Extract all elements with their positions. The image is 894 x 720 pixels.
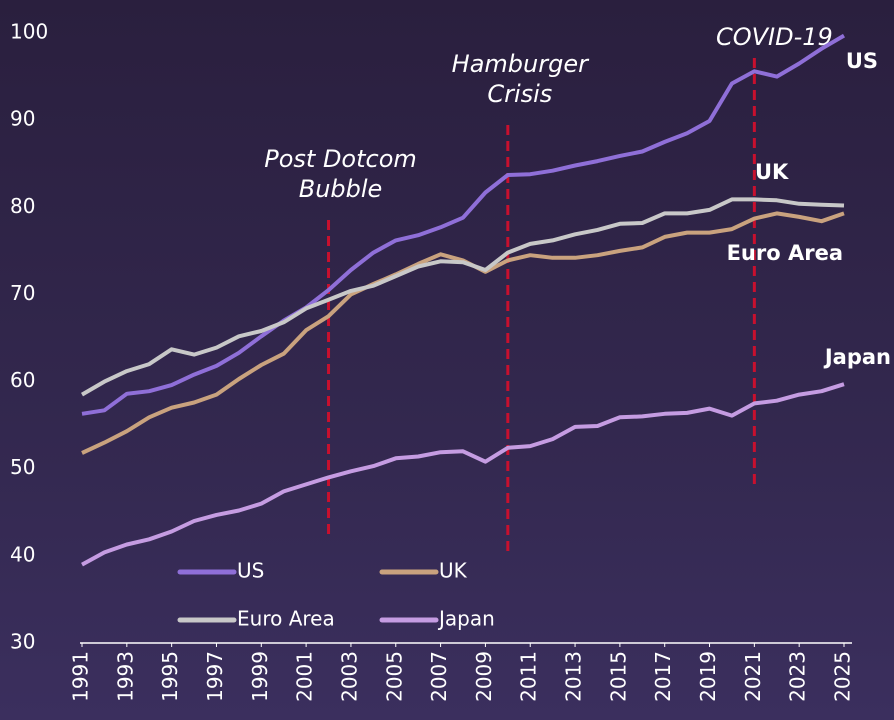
x-tick-label: 2007 — [427, 651, 451, 702]
event-label: Hamburger — [452, 50, 590, 78]
y-tick-label: 80 — [10, 194, 35, 218]
series-end-label: US — [846, 49, 878, 73]
series-end-label: UK — [755, 160, 789, 184]
y-tick-label: 90 — [10, 107, 35, 131]
series-line — [81, 33, 846, 416]
y-tick-label: 70 — [10, 281, 35, 305]
x-tick-label: 2021 — [741, 651, 765, 702]
series-end-label: Japan — [823, 345, 891, 369]
x-tick-label: 1995 — [158, 651, 182, 702]
x-tick-label: 2001 — [293, 651, 317, 702]
legend-label: Euro Area — [237, 607, 335, 631]
x-tick-label: 1997 — [203, 651, 227, 702]
y-tick-label: 30 — [10, 630, 35, 654]
x-tick-label: 1993 — [113, 651, 137, 702]
event-label: COVID-19 — [716, 23, 833, 51]
x-tick-label: 2023 — [786, 651, 810, 702]
x-tick-label: 2005 — [382, 651, 406, 702]
x-tick-label: 2017 — [651, 651, 675, 702]
y-tick-label: 40 — [10, 542, 35, 566]
y-tick-label: 100 — [10, 20, 48, 44]
x-tick-label: 2019 — [696, 651, 720, 702]
series-end-label: Euro Area — [727, 241, 843, 265]
series-line — [81, 382, 845, 567]
x-tick-label: 2011 — [517, 651, 541, 702]
legend-label: UK — [439, 559, 468, 583]
series-line — [80, 197, 845, 397]
x-tick-label: 1991 — [69, 651, 93, 702]
x-tick-label: 2015 — [606, 651, 630, 702]
x-tick-label: 2025 — [831, 651, 855, 702]
x-tick-label: 2013 — [562, 651, 586, 702]
y-tick-label: 50 — [10, 455, 35, 479]
event-label: Bubble — [299, 175, 383, 203]
x-tick-label: 1999 — [248, 651, 272, 702]
x-tick-label: 2009 — [472, 651, 496, 702]
legend-label: Japan — [437, 607, 495, 631]
event-label: Post Dotcom — [264, 145, 417, 173]
y-tick-label: 60 — [10, 368, 35, 392]
legend-label: US — [237, 559, 264, 583]
x-tick-label: 2003 — [337, 651, 361, 702]
event-label: Crisis — [487, 80, 552, 108]
